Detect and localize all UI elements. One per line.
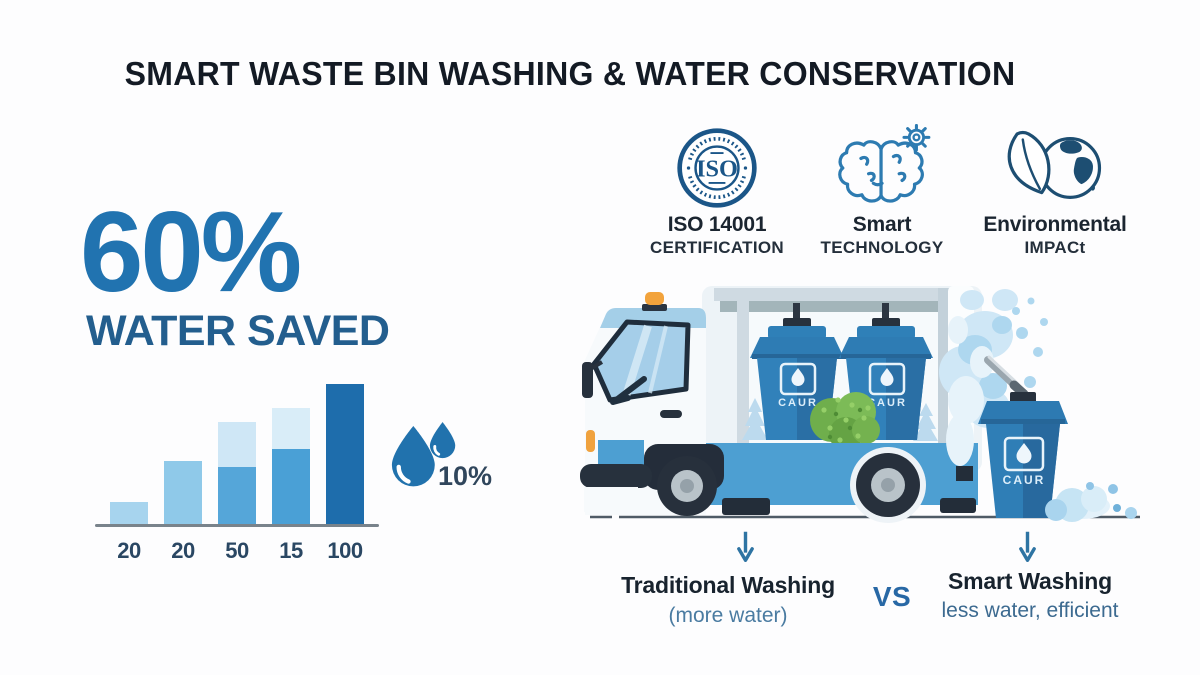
green-bush	[810, 392, 880, 451]
smart-washing-subtitle: less water, efficient	[941, 599, 1119, 622]
chart-bar	[272, 408, 310, 524]
smart-washing-block: Smart Washing less water, efficient	[900, 568, 1160, 623]
smart-washing-title: Smart Washing	[948, 568, 1112, 594]
water-usage-bar-chart: 20 20 50 15 100	[95, 384, 379, 564]
water-spray	[939, 289, 1048, 466]
washed-bin: CAUR	[978, 392, 1068, 518]
iso-seal-icon: ISO	[627, 126, 807, 210]
vs-label: VS	[872, 581, 912, 612]
chart-labels: 20 20 50 15 100	[95, 538, 379, 564]
chart-bar-label: 20	[117, 538, 141, 563]
soap-bubbles	[1045, 482, 1137, 522]
badge-subtitle: TECHNOLOGY	[820, 238, 944, 257]
down-arrow-icon	[1019, 531, 1036, 562]
chart-bar-top-segment	[218, 422, 256, 467]
traditional-washing-block: Traditional Washing (more water)	[598, 572, 858, 628]
badge-smart-technology: Smart TECHNOLOGY	[792, 124, 972, 258]
water-saved-label: WATER SAVED	[86, 307, 390, 355]
truck-wheels	[657, 447, 926, 523]
traditional-washing-title: Traditional Washing	[621, 572, 835, 598]
chart-bar-top-segment	[272, 408, 310, 449]
leaf-globe-icon	[965, 126, 1145, 210]
badge-iso-certification: ISO ISO 14001 CERTIFICATION	[627, 126, 807, 258]
bin-brand-label: CAUR	[778, 397, 818, 409]
drops-percent-label: 10%	[438, 461, 493, 491]
chart-bar	[326, 384, 364, 524]
chart-bars	[95, 384, 379, 524]
chart-bar	[218, 422, 256, 524]
chart-bar-label: 100	[327, 538, 363, 563]
waste-bin-on-truck: CAUR	[750, 303, 844, 440]
down-arrow-icon	[737, 531, 754, 562]
page-title: SMART WASTE BIN WASHING & WATER CONSERVA…	[124, 55, 1016, 92]
water-drops-icon	[391, 422, 456, 487]
badge-title: Environmental	[983, 213, 1127, 236]
brain-gear-icon	[792, 124, 972, 210]
chart-bar	[110, 502, 148, 524]
badge-subtitle: CERTIFICATION	[650, 238, 784, 257]
water-saved-percent: 60%	[80, 189, 302, 316]
badge-environmental-impact: Environmental IMPACt	[965, 126, 1145, 258]
traditional-washing-subtitle: (more water)	[668, 604, 788, 627]
truck-bed	[700, 443, 978, 515]
badge-subtitle: IMPACt	[1024, 238, 1086, 257]
badge-title: Smart	[852, 213, 912, 236]
chart-baseline	[95, 524, 379, 527]
badge-title: ISO 14001	[667, 213, 767, 236]
chart-bar-label: 20	[171, 538, 195, 563]
bin-brand-label: CAUR	[1003, 473, 1046, 487]
chart-bar-label: 15	[279, 538, 303, 563]
chart-bar-label: 50	[225, 538, 249, 563]
iso-seal-text: ISO	[696, 155, 738, 182]
chart-bar	[164, 461, 202, 524]
truck-wash-illustration: CAUR	[580, 286, 1140, 523]
decorative-plants	[742, 398, 938, 441]
